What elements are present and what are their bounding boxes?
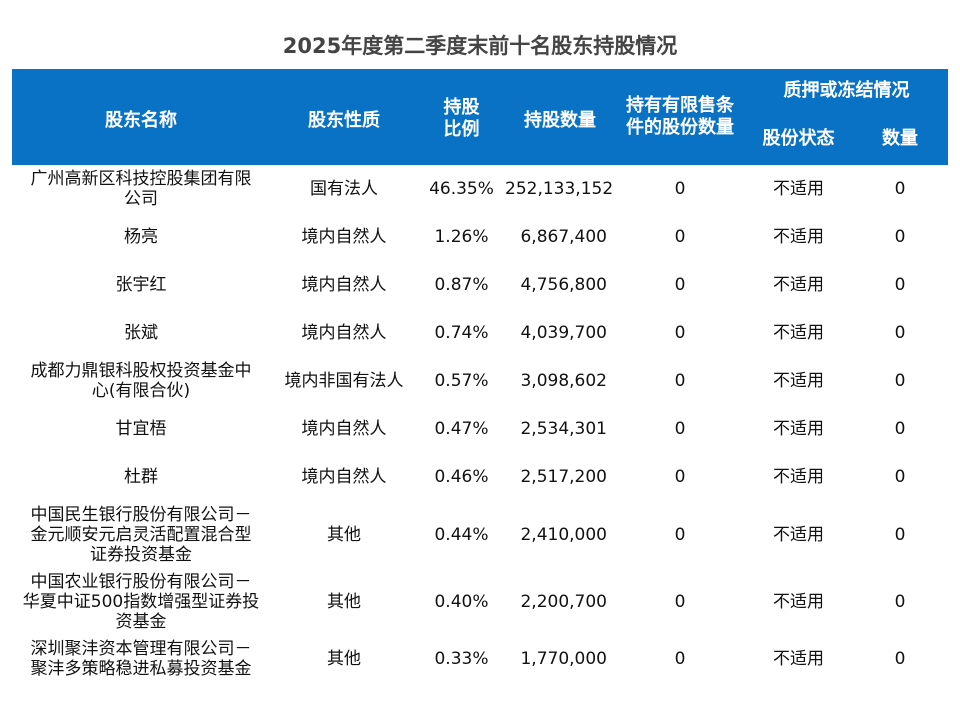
shareholder-nature: 境内自然人 — [301, 275, 387, 295]
table-row: 成都力鼎银科股权投资基金中 心(有限合伙) 境内非国有法人 0.57% 3,098,6… — [12, 357, 948, 405]
header-quantity: 持股数量 — [505, 69, 615, 165]
pledge-status: 不适用 — [773, 467, 824, 487]
restricted-shares: 0 — [674, 227, 686, 247]
holding-ratio: 46.35% — [429, 179, 494, 199]
shareholder-name: 张宇红 — [115, 275, 167, 295]
pledge-status: 不适用 — [773, 323, 824, 343]
restricted-shares: 0 — [674, 179, 686, 199]
holding-quantity: 2,200,700 — [520, 592, 607, 612]
shareholder-nature: 其他 — [327, 525, 361, 545]
shareholder-nature: 境内自然人 — [301, 419, 387, 439]
restricted-shares: 0 — [674, 525, 686, 545]
holding-ratio: 0.47% — [434, 419, 489, 439]
header-nature: 股东性质 — [270, 69, 418, 165]
pledge-quantity: 0 — [894, 467, 906, 487]
header-restricted: 持有有限售条 件的股份数量 — [615, 69, 745, 165]
shareholder-nature: 境内自然人 — [301, 467, 387, 487]
shareholder-name: 张斌 — [124, 323, 158, 343]
header-pledge-status: 股份状态 — [745, 113, 852, 165]
shareholder-nature: 境内自然人 — [301, 323, 387, 343]
pledge-status: 不适用 — [773, 371, 824, 391]
holding-quantity: 4,039,700 — [520, 323, 607, 343]
shareholder-name: 深圳聚沣资本管理有限公司－ 聚沣多策略稳进私募投资基金 — [30, 639, 252, 679]
holding-quantity: 2,534,301 — [520, 419, 607, 439]
pledge-quantity: 0 — [894, 323, 906, 343]
header-name: 股东名称 — [12, 69, 270, 165]
holding-quantity: 1,770,000 — [520, 649, 607, 669]
shareholder-name: 杨亮 — [124, 227, 158, 247]
shareholder-nature: 其他 — [327, 592, 361, 612]
table-row: 甘宜梧 境内自然人 0.47% 2,534,301 0 不适用 0 — [12, 405, 948, 453]
restricted-shares: 0 — [674, 649, 686, 669]
table-row: 广州高新区科技控股集团有限 公司 国有法人 46.35% 252,133,152 0 不适… — [12, 165, 948, 213]
pledge-status: 不适用 — [773, 227, 824, 247]
shareholder-name: 广州高新区科技控股集团有限 公司 — [30, 169, 252, 209]
holding-quantity: 3,098,602 — [520, 371, 607, 391]
holding-ratio: 0.33% — [434, 649, 489, 669]
holding-ratio: 0.87% — [434, 275, 489, 295]
holding-ratio: 0.74% — [434, 323, 489, 343]
restricted-shares: 0 — [674, 419, 686, 439]
header-pledge-group: 质押或冻结情况 — [745, 69, 948, 113]
holding-ratio: 1.26% — [434, 227, 489, 247]
pledge-quantity: 0 — [894, 371, 906, 391]
pledge-quantity: 0 — [894, 227, 906, 247]
pledge-status: 不适用 — [773, 525, 824, 545]
pledge-status: 不适用 — [773, 419, 824, 439]
restricted-shares: 0 — [674, 371, 686, 391]
holding-ratio: 0.40% — [434, 592, 489, 612]
pledge-status: 不适用 — [773, 275, 824, 295]
shareholder-name: 中国民生银行股份有限公司－ 金元顺安元启灵活配置混合型 证券投资基金 — [30, 505, 252, 565]
pledge-quantity: 0 — [894, 525, 906, 545]
holding-quantity: 2,410,000 — [520, 525, 607, 545]
holding-ratio: 0.44% — [434, 525, 489, 545]
page-title: 2025年度第二季度末前十名股东持股情况 — [282, 34, 678, 58]
shareholder-name: 中国农业银行股份有限公司－ 华夏中证500指数增强型证券投 资基金 — [22, 572, 260, 632]
table-row: 中国农业银行股份有限公司－ 华夏中证500指数增强型证券投 资基金 其他 0.40%… — [12, 569, 948, 635]
pledge-quantity: 0 — [894, 275, 906, 295]
table-row: 张宇红 境内自然人 0.87% 4,756,800 0 不适用 0 — [12, 261, 948, 309]
shareholder-nature: 其他 — [327, 649, 361, 669]
restricted-shares: 0 — [674, 323, 686, 343]
table-row: 张斌 境内自然人 0.74% 4,039,700 0 不适用 0 — [12, 309, 948, 357]
restricted-shares: 0 — [674, 592, 686, 612]
holding-ratio: 0.57% — [434, 371, 489, 391]
shareholder-nature: 境内非国有法人 — [284, 371, 404, 391]
shareholder-name: 甘宜梧 — [115, 419, 167, 439]
shareholder-table: 股东名称 股东性质 持股 比例 持股数量 持有有限售条 件的股份数量 质押或冻结… — [12, 69, 948, 683]
pledge-status: 不适用 — [773, 649, 824, 669]
table-row: 中国民生银行股份有限公司－ 金元顺安元启灵活配置混合型 证券投资基金 其他 0.44… — [12, 501, 948, 569]
holding-quantity: 252,133,152 — [505, 179, 614, 199]
restricted-shares: 0 — [674, 467, 686, 487]
holding-quantity: 2,517,200 — [520, 467, 607, 487]
pledge-quantity: 0 — [894, 592, 906, 612]
pledge-quantity: 0 — [894, 179, 906, 199]
pledge-quantity: 0 — [894, 649, 906, 669]
header-pledge-quantity: 数量 — [852, 113, 948, 165]
pledge-status: 不适用 — [773, 592, 824, 612]
holding-ratio: 0.46% — [434, 467, 489, 487]
table-row: 深圳聚沣资本管理有限公司－ 聚沣多策略稳进私募投资基金 其他 0.33% 1,770,… — [12, 635, 948, 683]
pledge-quantity: 0 — [894, 419, 906, 439]
shareholder-nature: 国有法人 — [310, 179, 378, 199]
shareholder-name: 杜群 — [124, 467, 158, 487]
table-row: 杜群 境内自然人 0.46% 2,517,200 0 不适用 0 — [12, 453, 948, 501]
holding-quantity: 4,756,800 — [520, 275, 607, 295]
pledge-status: 不适用 — [773, 179, 824, 199]
restricted-shares: 0 — [674, 275, 686, 295]
shareholder-nature: 境内自然人 — [301, 227, 387, 247]
header-ratio: 持股 比例 — [418, 69, 505, 165]
shareholder-name: 成都力鼎银科股权投资基金中 心(有限合伙) — [30, 361, 252, 401]
table-row: 杨亮 境内自然人 1.26% 6,867,400 0 不适用 0 — [12, 213, 948, 261]
holding-quantity: 6,867,400 — [520, 227, 607, 247]
